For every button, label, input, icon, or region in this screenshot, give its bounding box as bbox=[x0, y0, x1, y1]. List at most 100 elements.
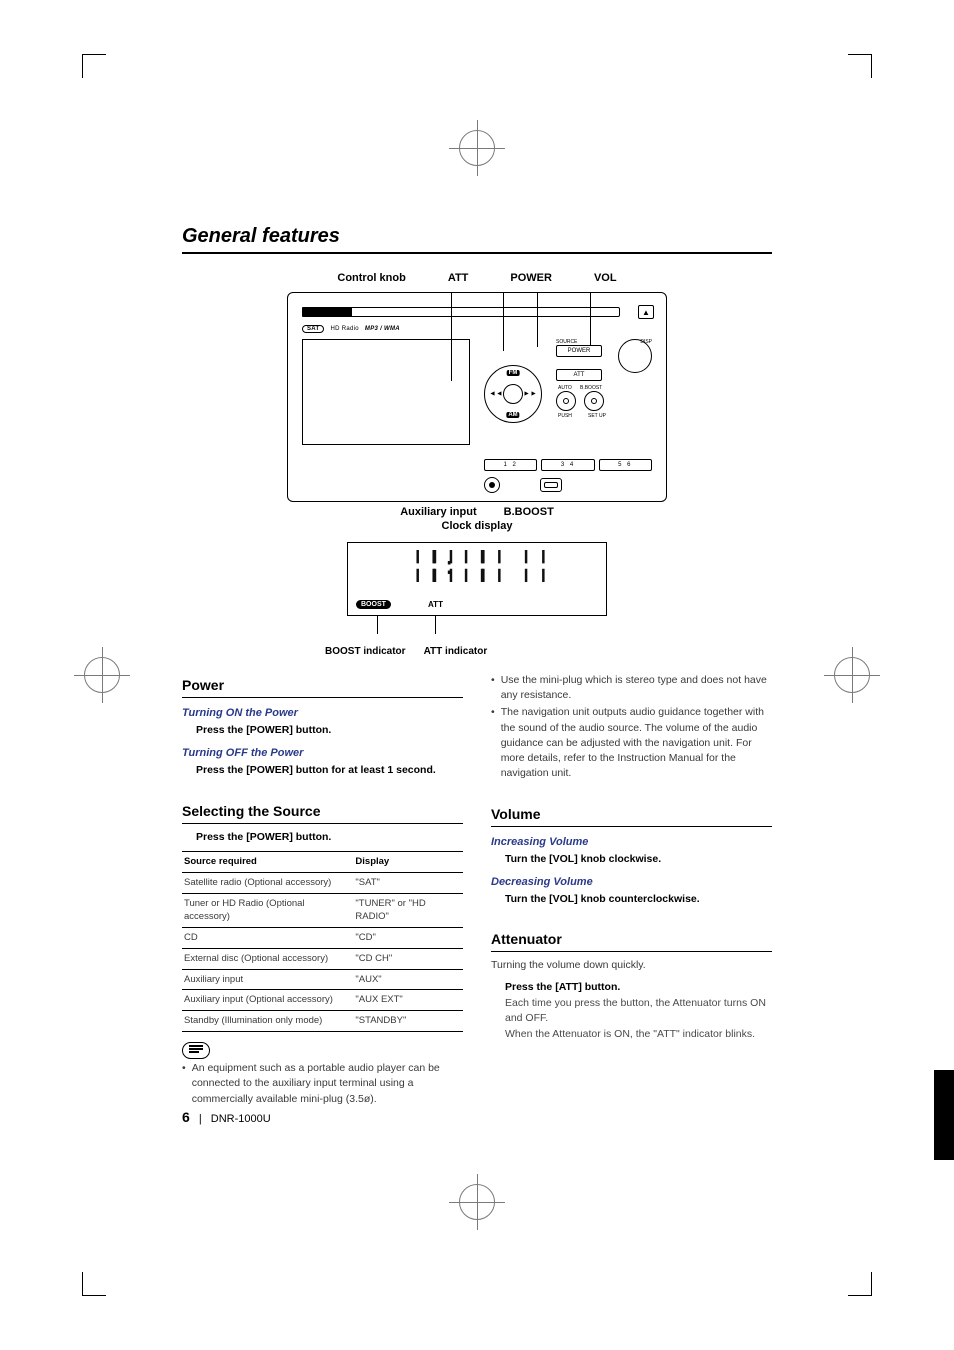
registration-mark bbox=[459, 130, 495, 166]
leader-line bbox=[435, 616, 436, 634]
table-row: Standby (Illumination only mode)"STANDBY… bbox=[182, 1011, 463, 1032]
table-row: Auxiliary input (Optional accessory)"AUX… bbox=[182, 990, 463, 1011]
table-cell: "TUNER" or "HD RADIO" bbox=[353, 893, 463, 928]
crop-mark bbox=[82, 1272, 106, 1296]
section-volume: Volume bbox=[491, 804, 772, 827]
att-button: ATT bbox=[556, 369, 602, 381]
table-cell: Auxiliary input (Optional accessory) bbox=[182, 990, 353, 1011]
note-icon bbox=[182, 1042, 210, 1059]
table-cell: "STANDBY" bbox=[353, 1011, 463, 1032]
colon: : bbox=[440, 553, 456, 585]
volume-knob bbox=[618, 339, 652, 373]
nav-screen bbox=[302, 339, 470, 445]
power-button: POWER bbox=[556, 345, 602, 357]
step-text: Press the [ATT] button. bbox=[505, 980, 772, 995]
digit: ╎╎ bbox=[424, 553, 440, 585]
digit: ╎╎ bbox=[516, 553, 532, 585]
table-cell: External disc (Optional accessory) bbox=[182, 948, 353, 969]
bullet-dot: • bbox=[491, 705, 495, 781]
step-text: Turn the [VOL] knob counterclockwise. bbox=[505, 892, 772, 907]
att-indicator-icon: ATT bbox=[428, 600, 443, 609]
fm-label: FM bbox=[507, 370, 520, 376]
digit: ╎╎ bbox=[456, 553, 472, 585]
body-text: When the Attenuator is ON, the "ATT" ind… bbox=[505, 1027, 772, 1042]
knob-label-setup: SET UP bbox=[588, 413, 606, 419]
page-title: General features bbox=[182, 225, 772, 254]
crop-mark bbox=[848, 1272, 872, 1296]
boost-indicator-label: BOOST indicator bbox=[325, 646, 406, 657]
table-row: External disc (Optional accessory)"CD CH… bbox=[182, 948, 463, 969]
callout-row-top: Control knob ATT POWER VOL bbox=[182, 272, 772, 284]
device-diagram: ▲ SAT HD Radio MP3 / WMA SOURCE DISP POW… bbox=[287, 292, 667, 502]
table-cell: "SAT" bbox=[353, 872, 463, 893]
step-text: Press the [POWER] button for at least 1 … bbox=[196, 763, 463, 778]
aux-row bbox=[484, 477, 652, 493]
table-header: Display bbox=[353, 852, 463, 873]
crop-mark bbox=[82, 54, 106, 78]
table-cell: Tuner or HD Radio (Optional accessory) bbox=[182, 893, 353, 928]
knob-label-bboost: B.BOOST bbox=[580, 385, 602, 391]
note-bullet: • The navigation unit outputs audio guid… bbox=[491, 705, 772, 781]
am-label: AM bbox=[506, 412, 519, 418]
table-cell: Satellite radio (Optional accessory) bbox=[182, 872, 353, 893]
callout-power: POWER bbox=[510, 272, 552, 284]
boost-indicator-icon: BOOST bbox=[356, 600, 391, 609]
sat-badge: SAT bbox=[302, 325, 324, 333]
note-text: The navigation unit outputs audio guidan… bbox=[501, 705, 772, 781]
table-row: Satellite radio (Optional accessory)"SAT… bbox=[182, 872, 463, 893]
page-number: 6 bbox=[182, 1109, 190, 1125]
sub-turning-on: Turning ON the Power bbox=[182, 706, 463, 722]
table-row: Auxiliary input"AUX" bbox=[182, 969, 463, 990]
att-indicator-label: ATT indicator bbox=[424, 646, 488, 657]
right-column: • Use the mini-plug which is stereo type… bbox=[491, 671, 772, 1107]
bboost-button bbox=[540, 478, 562, 492]
callout-att: ATT bbox=[448, 272, 469, 284]
disc-slot bbox=[328, 307, 620, 317]
step-text: Press the [POWER] button. bbox=[196, 723, 463, 738]
left-column: Power Turning ON the Power Press the [PO… bbox=[182, 671, 463, 1107]
leader-line bbox=[590, 293, 591, 345]
eject-button: ▲ bbox=[638, 305, 654, 319]
mp3-badge: MP3 / WMA bbox=[365, 326, 400, 332]
lcd-diagram: ╎╎ ╎╎ : ╎╎ ╎╎ ╎╎ BOOST ATT BOOST indicat… bbox=[347, 542, 607, 657]
callout-aux-input: Auxiliary input bbox=[400, 506, 476, 518]
section-selecting-source: Selecting the Source bbox=[182, 801, 463, 824]
table-cell: "CD CH" bbox=[353, 948, 463, 969]
table-row: Tuner or HD Radio (Optional accessory)"T… bbox=[182, 893, 463, 928]
callout-vol: VOL bbox=[594, 272, 617, 284]
att-description: Turning the volume down quickly. bbox=[491, 958, 772, 973]
table-cell: "CD" bbox=[353, 928, 463, 949]
hd-badge: HD Radio bbox=[330, 326, 358, 332]
callout-clock-display: Clock display bbox=[182, 520, 772, 532]
callout-control-knob: Control knob bbox=[337, 272, 405, 284]
section-power: Power bbox=[182, 675, 463, 698]
step-text: Press the [POWER] button. bbox=[196, 830, 463, 845]
note-bullet: • An equipment such as a portable audio … bbox=[182, 1061, 463, 1107]
note-bullet: • Use the mini-plug which is stereo type… bbox=[491, 673, 772, 703]
sub-turning-off: Turning OFF the Power bbox=[182, 746, 463, 762]
digit: ╎╎ bbox=[472, 553, 488, 585]
leader-line bbox=[377, 616, 378, 634]
table-cell: Auxiliary input bbox=[182, 969, 353, 990]
next-icon: ►► bbox=[521, 391, 539, 398]
prev-icon: ◄◄ bbox=[487, 391, 505, 398]
page-footer: 6 | DNR-1000U bbox=[182, 1109, 271, 1125]
table-header: Source required bbox=[182, 852, 353, 873]
clock-digits: ╎╎ ╎╎ : ╎╎ ╎╎ ╎╎ bbox=[408, 553, 594, 585]
sub-decreasing-volume: Decreasing Volume bbox=[491, 875, 772, 891]
auto-knob bbox=[556, 391, 576, 411]
table-cell: "AUX" bbox=[353, 969, 463, 990]
bleed-tab bbox=[934, 1070, 954, 1160]
model-number: DNR-1000U bbox=[211, 1113, 271, 1125]
knob-label-push: PUSH bbox=[558, 413, 572, 419]
note-text: An equipment such as a portable audio pl… bbox=[192, 1061, 463, 1107]
page-content: General features Control knob ATT POWER … bbox=[182, 225, 772, 1125]
body-text: Each time you press the button, the Atte… bbox=[505, 996, 772, 1026]
digit: ╎╎ bbox=[408, 553, 424, 585]
preset-buttons: 1 2 3 4 5 6 bbox=[484, 459, 652, 471]
table-cell: "AUX EXT" bbox=[353, 990, 463, 1011]
step-text: Turn the [VOL] knob clockwise. bbox=[505, 852, 772, 867]
table-cell: CD bbox=[182, 928, 353, 949]
registration-mark bbox=[84, 657, 120, 693]
setup-knob bbox=[584, 391, 604, 411]
